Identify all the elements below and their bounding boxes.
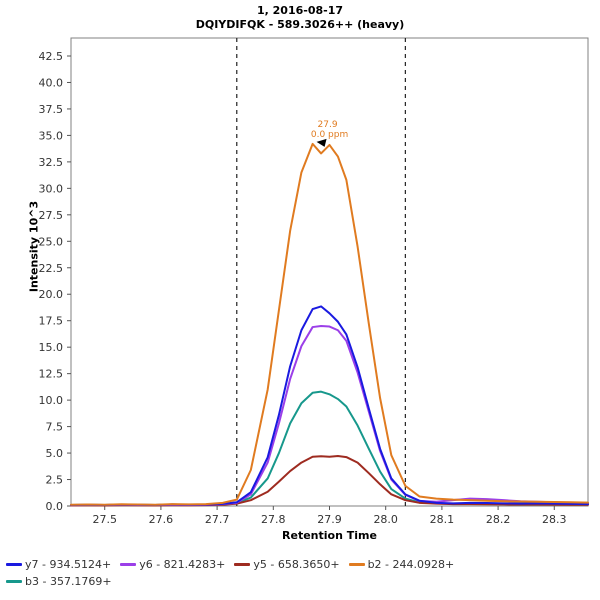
y-axis-tick-label: 25.0 <box>39 235 64 248</box>
y-axis-label: Intensity 10^3 <box>27 200 41 293</box>
x-axis-tick-label: 27.7 <box>205 513 230 526</box>
y-axis-tick-label: 17.5 <box>39 315 64 328</box>
y-axis-tick-label: 22.5 <box>39 262 64 275</box>
y-axis-tick-label: 0.0 <box>46 500 64 513</box>
legend-row-2: b3 - 357.1769+ <box>6 573 594 590</box>
y-axis-tick-label: 37.5 <box>39 103 64 116</box>
legend-swatch-icon <box>234 563 251 566</box>
annotation-mass-error: 0.0 ppm <box>311 130 348 140</box>
chart-legend: y7 - 934.5124+ y6 - 821.4283+ y5 - 658.365… <box>6 556 594 590</box>
chart-title-block: 1, 2016-08-17 DQIYDIFQK - 589.3026++ (he… <box>0 4 600 32</box>
x-axis-tick-label: 28.0 <box>373 513 398 526</box>
y-axis-tick-label: 2.5 <box>46 474 64 487</box>
x-axis-label: Retention Time <box>282 529 377 542</box>
legend-label: y6 - 821.4283+ <box>139 558 226 571</box>
peak-pointer-arrow-icon <box>316 138 327 147</box>
y-axis-tick-label: 32.5 <box>39 156 64 169</box>
legend-label: b2 - 244.0928+ <box>367 558 455 571</box>
chart-title-replicate: 1, 2016-08-17 <box>256 4 344 17</box>
y-axis-tick-label: 40.0 <box>39 76 64 89</box>
legend-item-y7[interactable]: y7 - 934.5124+ <box>6 558 111 571</box>
legend-label: y5 - 658.3650+ <box>253 558 340 571</box>
x-axis-tick-label: 28.2 <box>486 513 511 526</box>
legend-swatch-icon <box>6 563 22 566</box>
plot-frame <box>70 37 589 507</box>
annotation-retention-time: 27.9 <box>318 120 338 130</box>
legend-swatch-icon <box>120 563 137 566</box>
legend-swatch-icon <box>6 580 22 583</box>
y-axis-tick-label: 30.0 <box>39 182 64 195</box>
x-axis-tick-label: 27.9 <box>317 513 342 526</box>
chart-title-peptide: DQIYDIFQK - 589.3026++ (heavy) <box>195 18 405 31</box>
y-axis-tick-label: 5.0 <box>46 447 64 460</box>
x-axis-tick-label: 28.3 <box>542 513 567 526</box>
x-axis-tick-label: 27.5 <box>92 513 117 526</box>
x-axis-tick-label: 27.6 <box>149 513 174 526</box>
y-axis-tick-label: 15.0 <box>39 341 64 354</box>
y-axis-tick-label: 12.5 <box>39 368 64 381</box>
x-axis-tick-label: 27.8 <box>261 513 286 526</box>
x-axis-tick-label: 28.1 <box>430 513 455 526</box>
peak-annotation[interactable]: 27.90.0 ppm <box>311 120 348 147</box>
chromatogram-plot[interactable]: 0.0 2.5 5.0 7.5 10.0 12.5 15.0 17.5 20.0 22.5 25.0… <box>0 0 600 555</box>
y-axis-tick-label: 7.5 <box>46 421 64 434</box>
legend-item-b2[interactable]: b2 - 244.0928+ <box>348 558 455 571</box>
legend-item-y5[interactable]: y5 - 658.3650+ <box>234 558 340 571</box>
legend-label: y7 - 934.5124+ <box>25 558 112 571</box>
y-axis-tick-label: 35.0 <box>39 129 64 142</box>
legend-item-b3[interactable]: b3 - 357.1769+ <box>6 575 112 588</box>
legend-row-1: y7 - 934.5124+ y6 - 821.4283+ y5 - 658.365… <box>6 556 594 573</box>
y-axis-tick-label: 42.5 <box>39 50 64 63</box>
series-line-b2[interactable] <box>70 142 589 506</box>
legend-item-y6[interactable]: y6 - 821.4283+ <box>120 558 225 571</box>
y-axis-tick-label: 27.5 <box>39 209 64 222</box>
legend-swatch-icon <box>348 563 365 566</box>
y-axis-tick-label: 10.0 <box>39 394 64 407</box>
legend-label: b3 - 357.1769+ <box>25 575 112 588</box>
y-axis-tick-label: 20.0 <box>39 288 64 301</box>
